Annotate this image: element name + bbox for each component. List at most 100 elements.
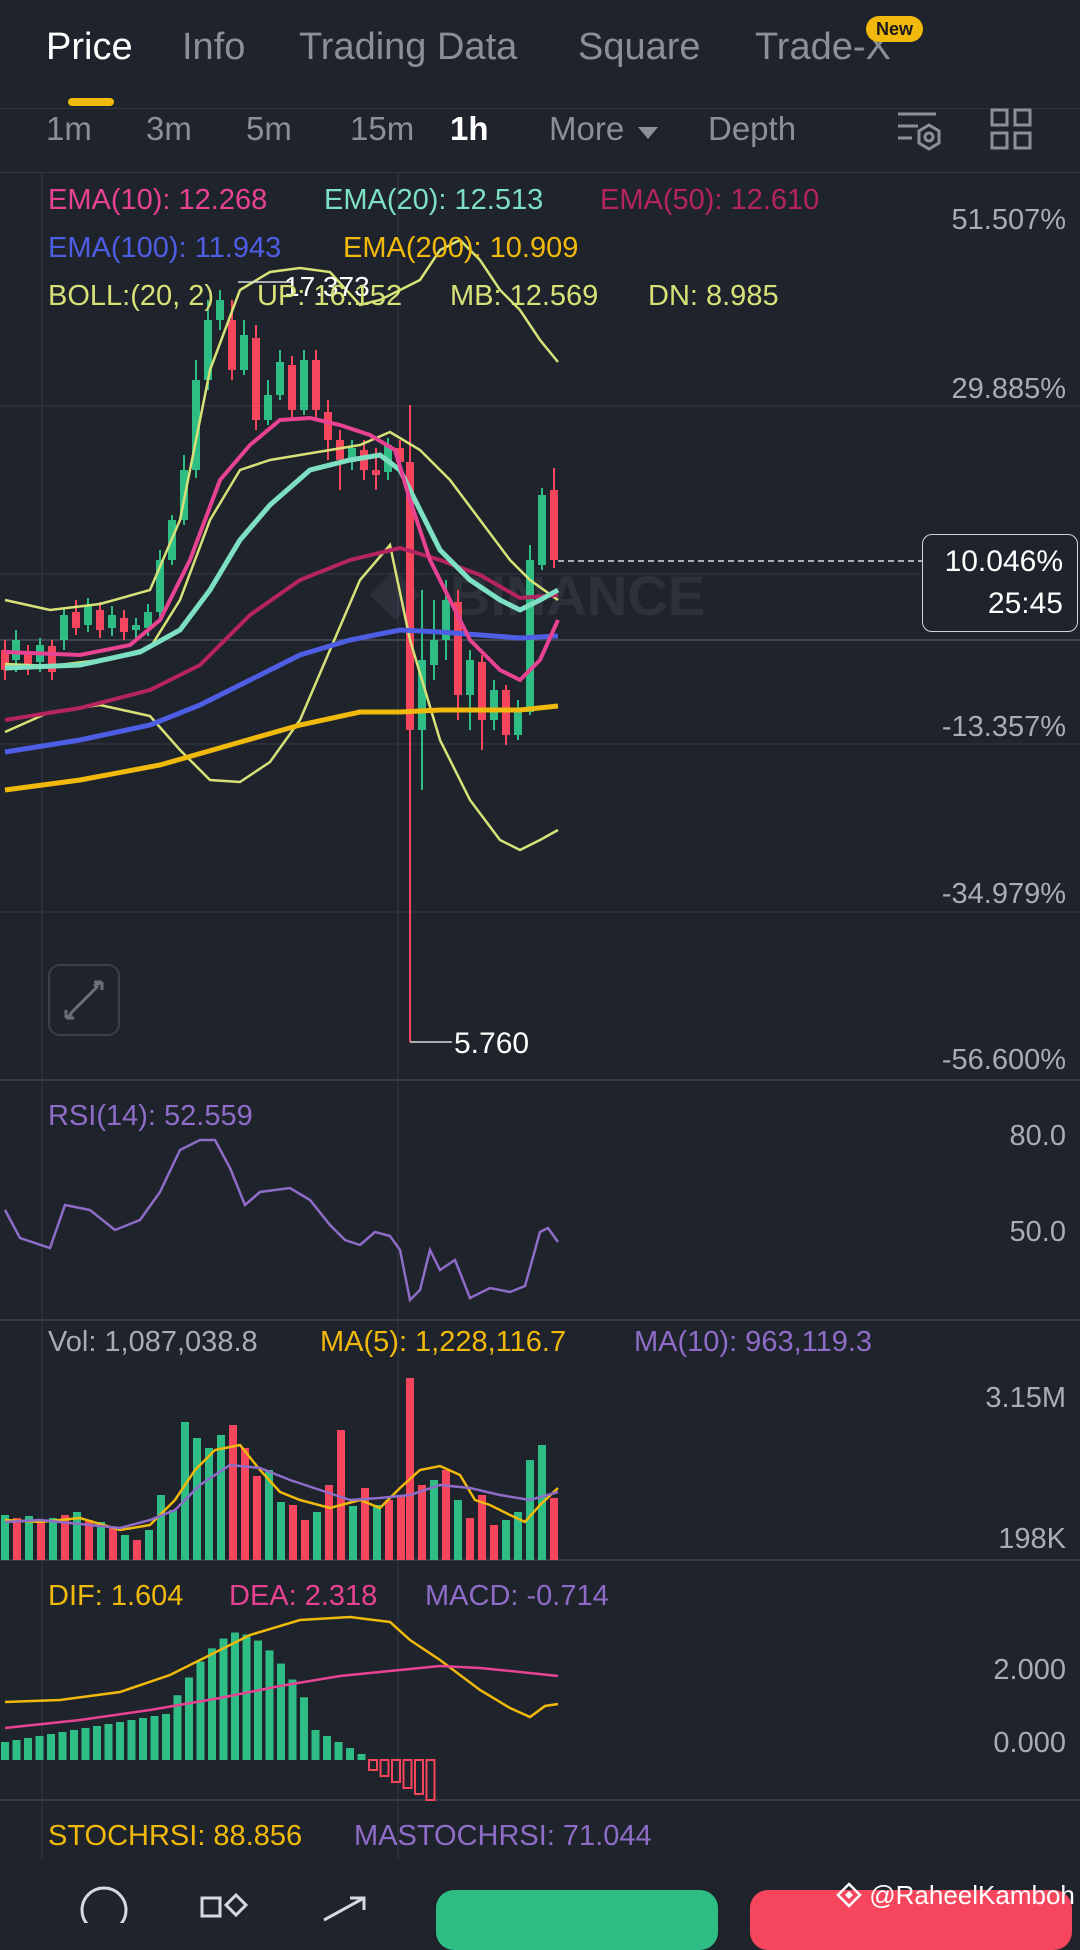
vol-ma10-label: MA(10): 963,119.3: [634, 1326, 873, 1358]
candle-body: [48, 646, 56, 672]
candle-body: [240, 335, 248, 370]
candle-body: [192, 380, 200, 470]
ema200-line: [4, 703, 559, 793]
volume-bar: [37, 1520, 45, 1560]
macd-histogram-bar: [58, 1732, 67, 1760]
rsi-axis-label: 80.0: [1009, 1120, 1066, 1152]
interval-1h[interactable]: 1h: [450, 110, 489, 147]
boll-label: BOLL:(20, 2): [48, 280, 215, 312]
interval-1m[interactable]: 1m: [46, 110, 92, 147]
candle-body: [228, 320, 236, 370]
tab-info[interactable]: Info: [182, 26, 246, 68]
candle-body: [96, 610, 104, 630]
binance-logo-icon: [836, 1882, 862, 1908]
volume-bar: [13, 1518, 21, 1560]
vol-ma5-label: MA(5): 1,228,116.7: [320, 1326, 567, 1358]
share-icon[interactable]: [323, 1896, 366, 1922]
volume-bar: [490, 1525, 498, 1560]
tab-price[interactable]: Price: [46, 26, 133, 68]
tab-square[interactable]: Square: [578, 26, 701, 68]
depth-button[interactable]: Depth: [708, 110, 797, 147]
ema10-line: [4, 415, 560, 683]
volume-bar: [229, 1425, 237, 1560]
grid-layout-icon[interactable]: [990, 108, 1032, 150]
volume-bar: [121, 1535, 129, 1560]
expand-chart-button[interactable]: [48, 964, 120, 1036]
top-tab-bar: Price Info Trading Data Square Trade-X N…: [0, 0, 1080, 109]
macd-histogram-bar: [81, 1728, 90, 1760]
volume-bar: [373, 1505, 381, 1560]
volume-bar: [385, 1500, 393, 1560]
macd-axis-label: 2.000: [993, 1654, 1066, 1686]
volume-bar: [454, 1500, 462, 1560]
price-axis-label: 51.507%: [951, 204, 1067, 236]
macd-histogram-bar: [300, 1697, 308, 1760]
volume-bar: [85, 1520, 93, 1560]
macd-value-label: MACD: -0.714: [425, 1580, 609, 1612]
macd-histogram-bar: [311, 1730, 320, 1760]
candle-body: [300, 360, 308, 410]
volume-bar: [145, 1530, 153, 1560]
volume-bar: [430, 1480, 438, 1560]
volume-bar: [325, 1485, 333, 1560]
macd-histogram-bar: [196, 1661, 205, 1760]
candle-body: [276, 362, 284, 395]
volume-bar: [181, 1422, 189, 1560]
macd-histogram-bar: [379, 1759, 390, 1777]
interval-15m[interactable]: 15m: [350, 110, 415, 147]
chart-settings-icon[interactable]: [896, 108, 942, 154]
macd-histogram-bar: [35, 1736, 44, 1760]
macd-histogram-bar: [127, 1720, 136, 1760]
credit-watermark: @RaheelKamboh: [836, 1880, 1075, 1911]
volume-bar: [97, 1522, 105, 1560]
volume-bar: [49, 1518, 57, 1560]
macd-histogram-bar: [265, 1650, 274, 1760]
volume-bar: [169, 1510, 177, 1560]
volume-bar: [514, 1512, 522, 1560]
volume-bar: [205, 1448, 213, 1560]
rsi-label: RSI(14): 52.559: [48, 1100, 253, 1132]
buy-button[interactable]: [436, 1890, 718, 1950]
volume-bar: [550, 1498, 558, 1560]
volume-bar: [157, 1495, 165, 1560]
mastochrsi-label: MASTOCHRSI: 71.044: [354, 1820, 652, 1852]
volume-bar: [25, 1516, 33, 1560]
candle-body: [264, 395, 272, 420]
macd-histogram-bar: [1, 1742, 9, 1760]
interval-3m[interactable]: 3m: [146, 110, 192, 147]
volume-bar: [418, 1485, 426, 1560]
candle-body: [1, 650, 9, 670]
ema20-line: [4, 452, 560, 671]
interval-5m[interactable]: 5m: [246, 110, 292, 147]
candle-body: [288, 365, 296, 410]
candle-body: [252, 338, 260, 420]
volume-axis-label: 3.15M: [985, 1382, 1066, 1414]
macd-histogram-bar: [368, 1759, 378, 1771]
more-intervals-button[interactable]: More: [549, 110, 659, 148]
stochrsi-label: STOCHRSI: 88.856: [48, 1820, 303, 1852]
volume-bar: [466, 1518, 474, 1560]
current-change-value: 10.046%: [944, 545, 1063, 578]
macd-histogram-bar: [70, 1730, 78, 1760]
volume-bar: [133, 1540, 141, 1560]
volume-bar: [526, 1460, 534, 1560]
macd-histogram-bar: [219, 1638, 228, 1760]
shapes-icon[interactable]: [200, 1892, 249, 1918]
macd-histogram-bar: [104, 1724, 113, 1760]
binance-watermark: BINANCE: [450, 564, 705, 627]
rsi-axis-label: 50.0: [1009, 1216, 1066, 1248]
volume-bar: [301, 1520, 309, 1560]
candle-body: [454, 602, 462, 695]
ema50-label: EMA(50): 12.610: [600, 184, 820, 216]
volume-bar: [253, 1476, 261, 1560]
more-menu-icon[interactable]: [80, 1886, 128, 1923]
macd-histogram-bar: [277, 1663, 285, 1760]
candle-body: [396, 448, 404, 462]
low-marker-label: 5.760: [454, 1027, 529, 1060]
macd-histogram-bar: [162, 1714, 170, 1760]
macd-axis-label: 0.000: [993, 1727, 1066, 1759]
macd-histogram-bar: [150, 1716, 159, 1760]
candle-body: [466, 660, 474, 695]
tab-trading-data[interactable]: Trading Data: [299, 26, 518, 68]
